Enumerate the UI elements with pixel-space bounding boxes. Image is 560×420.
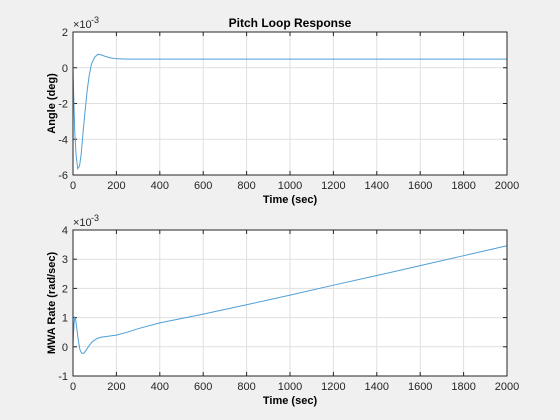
pitch-chart-title: Pitch Loop Response	[229, 16, 352, 30]
pitch-x-tick-label: 0	[70, 180, 76, 192]
mwa-x-tick-label: 1800	[451, 381, 475, 393]
mwa-y-tick-label: 0	[62, 342, 68, 354]
pitch-x-tick-label: 800	[237, 180, 255, 192]
pitch-y-tick-label: -2	[58, 99, 68, 111]
pitch-x-tick-label: 1200	[321, 180, 345, 192]
pitch-y-multiplier: ×10	[73, 19, 92, 31]
mwa-x-tick-label: 600	[194, 381, 212, 393]
pitch-y-exponent: -3	[91, 15, 99, 25]
pitch-x-tick-label: 1800	[451, 180, 475, 192]
mwa-y-tick-label: 3	[62, 254, 68, 266]
mwa-y-tick-label: 1	[62, 313, 68, 325]
mwa-y-tick-label: -1	[58, 371, 68, 383]
mwa-x-tick-label: 800	[237, 381, 255, 393]
mwa-y-axis-label: MWA Rate (rad/sec)	[46, 252, 58, 355]
mwa-x-axis-label: Time (sec)	[263, 395, 318, 407]
mwa-y-tick-label: 4	[62, 225, 68, 237]
mwa-x-tick-label: 1200	[321, 381, 345, 393]
pitch-x-tick-label: 1400	[365, 180, 389, 192]
pitch-angle-axes: 0 200 400 600 800 1000 1200 1400 1600 1800 2000 -6 -…	[46, 15, 519, 206]
mwa-y-multiplier: ×10	[73, 217, 92, 229]
mwa-x-tick-label: 400	[151, 381, 169, 393]
pitch-x-tick-label: 1600	[408, 180, 432, 192]
mwa-x-tick-label: 1600	[408, 381, 432, 393]
pitch-x-tick-label: 600	[194, 180, 212, 192]
mwa-rate-axes: 0 200 400 600 800 1000 1200 1400 1600 1800 2000-10…	[46, 213, 519, 407]
pitch-y-tick-label: -6	[58, 170, 68, 182]
mwa-y-tick-label: 2	[62, 283, 68, 295]
mwa-x-tick-label: 200	[107, 381, 125, 393]
pitch-y-tick-label: -4	[58, 134, 68, 146]
mwa-y-exponent: -3	[91, 213, 99, 223]
mwa-x-tick-label: 1000	[278, 381, 302, 393]
pitch-y-axis-label: Angle (deg)	[46, 73, 58, 134]
pitch-x-tick-label: 400	[151, 180, 169, 192]
pitch-x-tick-label: 2000	[495, 180, 519, 192]
pitch-x-axis-label: Time (sec)	[263, 194, 318, 206]
mwa-x-tick-label: 0	[70, 381, 76, 393]
mwa-x-tick-label: 2000	[495, 381, 519, 393]
pitch-y-tick-label: 0	[62, 63, 68, 75]
mwa-x-tick-label: 1400	[365, 381, 389, 393]
pitch-x-tick-label: 1000	[278, 180, 302, 192]
pitch-y-tick-label: 2	[62, 27, 68, 39]
pitch-x-tick-label: 200	[107, 180, 125, 192]
